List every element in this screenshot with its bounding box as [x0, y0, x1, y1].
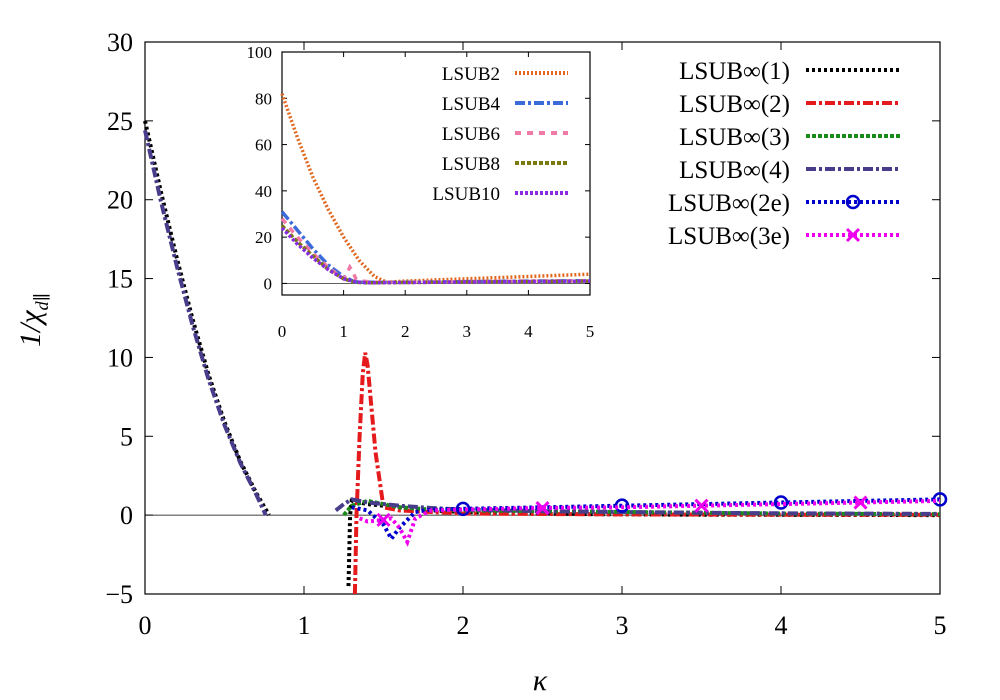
inset-frame — [281, 51, 591, 296]
main-y-tick-label: −5 — [105, 580, 133, 609]
inset-plot: 0 1 2 3 4 5 0 20 40 60 80 100 LSUB2 LSUB4 LSUB6 LSUB8 LS… — [247, 43, 595, 341]
main-y-tick-label: 10 — [107, 343, 133, 372]
main-y-tick-label: 15 — [107, 265, 133, 294]
inset-series-1 — [280, 93, 591, 285]
inset-legend-label: LSUB8 — [442, 154, 500, 175]
legend-marker-circle — [845, 194, 861, 210]
inset-legend-label: LSUB2 — [442, 64, 500, 85]
series-line — [143, 129, 941, 516]
legend-label: LSUB∞(3e) — [668, 223, 790, 250]
series-6 — [358, 495, 941, 547]
series-marker-cross — [376, 512, 391, 527]
inset-legend-label: LSUB10 — [432, 184, 500, 205]
inset-y-tick-label: 100 — [247, 43, 273, 62]
main-x-tick-label: 5 — [934, 611, 947, 640]
series-marker-cross — [853, 495, 868, 510]
inset-y-tick-label: 20 — [255, 228, 272, 247]
series-marker-circle — [773, 495, 789, 510]
inset-y-tick-label: 60 — [255, 136, 272, 155]
inset-x-tick-label: 2 — [401, 322, 410, 341]
legend-label: LSUB∞(2e) — [668, 190, 790, 217]
series-line — [358, 498, 941, 547]
main-y-tick-label: 30 — [107, 28, 133, 57]
x-axis-label: κ — [533, 664, 548, 697]
main-legend: LSUB∞(1) LSUB∞(2) LSUB∞(3) LSUB∞(4) LSUB∞(2e… — [668, 58, 900, 250]
inset-x-tick-label: 4 — [524, 322, 533, 341]
series-line — [352, 352, 941, 595]
main-y-tick-label: 20 — [107, 186, 133, 215]
y-axis-label-subscript: d∥ — [32, 293, 52, 310]
inset-legend-label: LSUB6 — [442, 124, 500, 145]
inset-y-tick-label: 0 — [264, 274, 273, 293]
legend-marker-cross — [845, 227, 861, 243]
legend-label: LSUB∞(4) — [679, 157, 790, 184]
main-y-tick-label: 25 — [107, 107, 133, 136]
inset-x-tick-label: 1 — [339, 322, 348, 341]
legend-label: LSUB∞(3) — [679, 124, 790, 151]
legend-label: LSUB∞(2) — [679, 91, 790, 118]
inset-x-tick-label: 0 — [278, 322, 287, 341]
inset-y-tick-label: 80 — [255, 89, 272, 108]
main-x-tick-label: 0 — [139, 611, 152, 640]
main-x-tick-label: 2 — [457, 611, 470, 640]
main-series-group — [143, 120, 948, 595]
main-y-tick-label: 5 — [120, 422, 133, 451]
main-y-tick-label: 0 — [120, 501, 133, 530]
series-marker-cross — [694, 498, 709, 513]
main-x-tick-label: 3 — [616, 611, 629, 640]
main-x-tick-label: 4 — [775, 611, 788, 640]
y-axis-label-main: 1/χ — [14, 310, 47, 347]
inset-x-tick-label: 5 — [586, 322, 595, 341]
inset-legend-label: LSUB4 — [442, 94, 501, 115]
legend-label: LSUB∞(1) — [679, 58, 790, 85]
series-2 — [352, 352, 941, 595]
inset-series-3 — [280, 217, 591, 285]
series-marker-circle — [455, 501, 471, 517]
series-marker-cross — [535, 500, 550, 516]
inset-x-tick-label: 3 — [463, 322, 472, 341]
main-plot-frame — [144, 41, 941, 595]
series-4 — [143, 129, 941, 516]
main-x-tick-label: 1 — [298, 611, 311, 640]
inset-y-tick-label: 40 — [255, 182, 272, 201]
y-axis-label: 1/χd∥ — [14, 293, 52, 347]
